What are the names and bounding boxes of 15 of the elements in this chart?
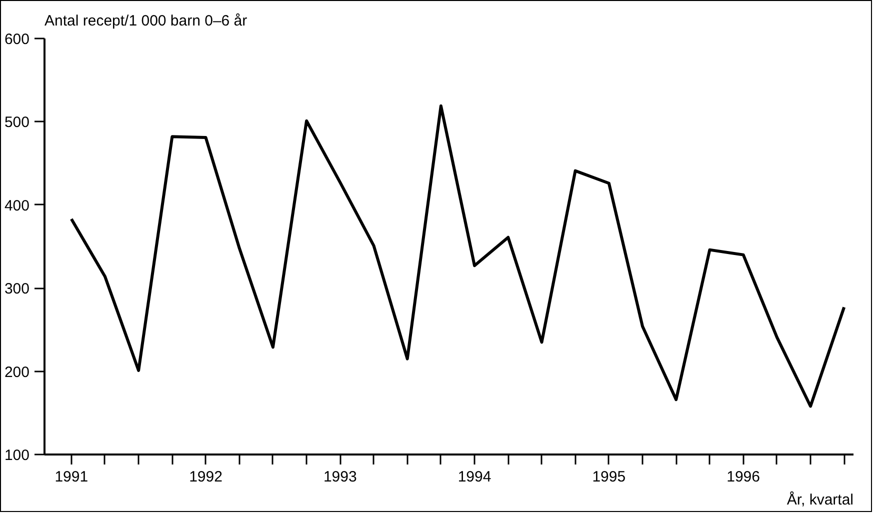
line-series bbox=[70, 104, 846, 408]
y-tick-label: 200 bbox=[4, 364, 30, 381]
x-tick-label: 1994 bbox=[458, 468, 492, 486]
y-tick-label: 400 bbox=[4, 197, 30, 214]
x-tick-label: 1993 bbox=[323, 468, 357, 486]
x-tick-label: 1996 bbox=[726, 468, 760, 486]
x-tick-label: 1995 bbox=[592, 468, 626, 486]
y-tick-label: 100 bbox=[4, 447, 30, 464]
y-tick-label: 300 bbox=[4, 280, 30, 298]
y-tick-label: 600 bbox=[4, 31, 30, 48]
y-axis-title: Antal recept/1 000 barn 0–6 år bbox=[44, 12, 248, 30]
x-tick-label: 1991 bbox=[54, 468, 88, 486]
x-axis-title: År, kvartal bbox=[786, 490, 854, 508]
y-tick-label: 500 bbox=[4, 114, 30, 132]
x-tick-label: 1992 bbox=[189, 468, 222, 486]
